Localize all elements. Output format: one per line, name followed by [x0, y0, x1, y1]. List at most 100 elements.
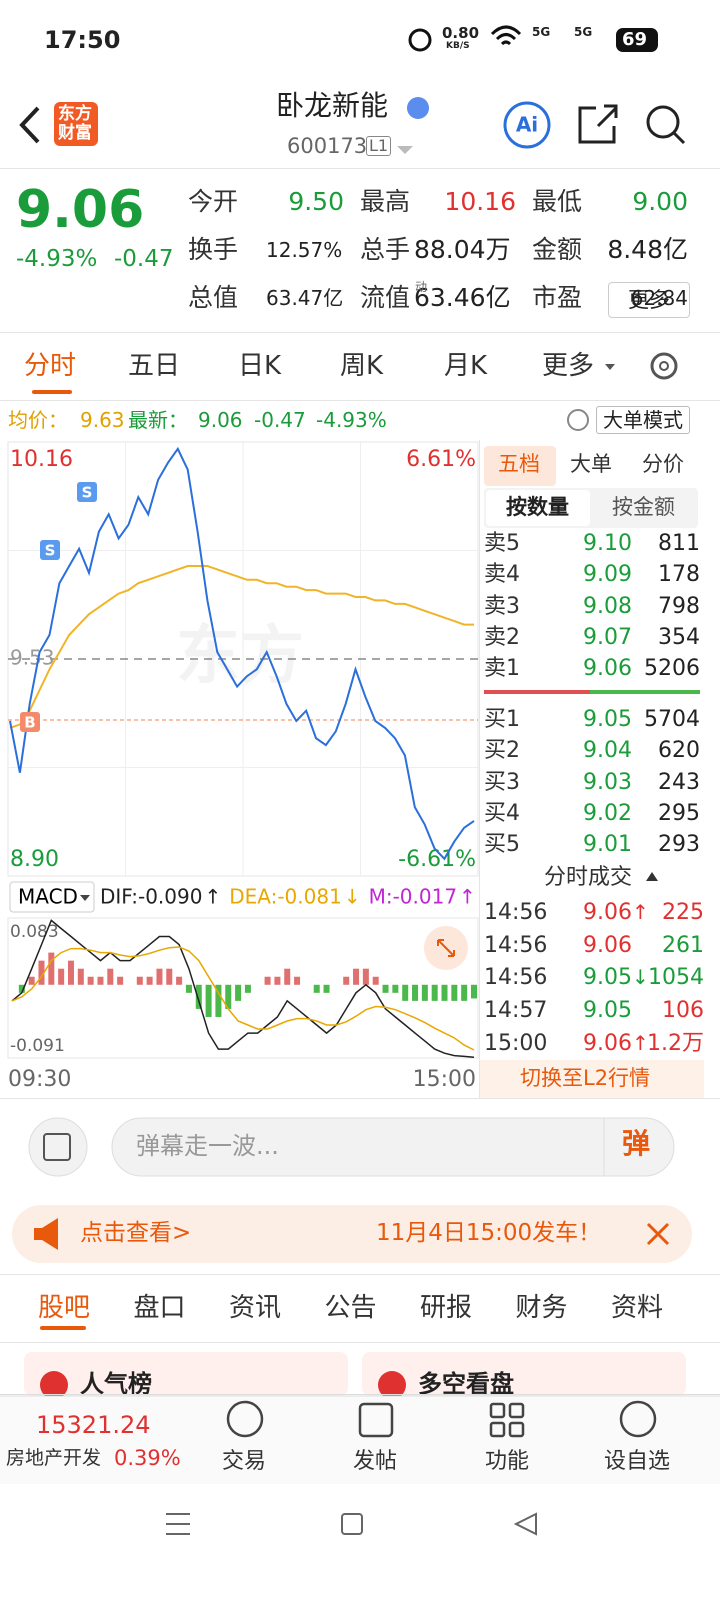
comment-placeholder[interactable]: 弹幕走一波...: [136, 1132, 279, 1160]
section-tab[interactable]: 股吧: [38, 1293, 91, 1323]
footer-button[interactable]: 设自选: [604, 1449, 671, 1474]
field-label: 金额: [532, 235, 583, 264]
macd-bar: [235, 984, 242, 1001]
func-icon: [489, 1421, 506, 1438]
footer-button[interactable]: 交易: [222, 1449, 267, 1474]
macd-bar: [195, 984, 202, 1009]
card-bg[interactable]: [362, 1352, 686, 1396]
change-pct: -4.93%: [16, 246, 98, 272]
macd-bar: [372, 976, 379, 985]
macd-line: [11, 946, 475, 1051]
divider: [0, 400, 720, 401]
trade-price: 9.06: [583, 932, 632, 958]
card-title[interactable]: 人气榜: [80, 1370, 152, 1398]
book-volume: 620: [658, 738, 700, 764]
section-tab[interactable]: 公告: [324, 1293, 377, 1323]
macd-bar: [146, 976, 153, 985]
help-icon[interactable]: [567, 409, 589, 431]
nav-back[interactable]: [513, 1512, 537, 1536]
big-order-mode[interactable]: 大单模式: [596, 406, 690, 434]
banner-bg[interactable]: [12, 1205, 692, 1263]
mode-active[interactable]: [486, 490, 590, 526]
macd-legend: DIF:-0.090: [100, 885, 202, 909]
period-tab[interactable]: 五日: [128, 351, 181, 381]
macd-bar: [18, 984, 25, 993]
comment-settings[interactable]: [28, 1117, 88, 1177]
trade-volume: 106: [662, 998, 704, 1024]
macd-bar: [77, 968, 84, 985]
change: -0.47: [114, 246, 174, 272]
section-tab[interactable]: 研报: [420, 1293, 473, 1323]
banner-right[interactable]: 11月4日15:00发车！: [376, 1220, 602, 1246]
macd-legend-arrow: ↓: [344, 885, 361, 909]
macd-bar: [353, 968, 360, 985]
card-title[interactable]: 多空看盘: [418, 1370, 514, 1398]
section-tab[interactable]: 资料: [611, 1293, 664, 1323]
sector-pct: 0.39%: [114, 1446, 181, 1470]
nav-home[interactable]: [341, 1513, 363, 1535]
book-mode[interactable]: 按数量: [506, 495, 569, 519]
more-button[interactable]: 更多: [608, 282, 690, 318]
period-tab[interactable]: 日K: [238, 351, 282, 381]
section-tab[interactable]: 盘口: [133, 1293, 186, 1323]
y-tick-label: -0.091: [10, 1036, 65, 1056]
switch-l2[interactable]: 切换至L2行情: [520, 1066, 651, 1090]
last-change: -0.47: [254, 408, 306, 432]
period-tab[interactable]: 更多: [542, 351, 595, 381]
macd-bar: [205, 984, 212, 1017]
nav-menu[interactable]: [166, 1513, 190, 1535]
search-button[interactable]: [646, 105, 680, 139]
network-type: 5G: [532, 25, 551, 39]
book-mode[interactable]: 按金额: [612, 495, 675, 519]
wifi-icon: [490, 25, 522, 46]
book-tab-active[interactable]: [484, 446, 556, 486]
index-value[interactable]: 15321.24: [36, 1411, 151, 1439]
period-tab[interactable]: 月K: [444, 351, 488, 381]
book-label: 卖5: [484, 531, 520, 556]
trade-icon: [226, 1400, 264, 1438]
trade-marker-label: S: [82, 484, 93, 502]
period-tab[interactable]: 周K: [340, 351, 384, 381]
avg-label: 均价：: [8, 408, 68, 432]
footer-button[interactable]: 发帖: [353, 1449, 398, 1474]
section-tab[interactable]: 资讯: [229, 1293, 282, 1323]
field-label: 流值: [360, 283, 411, 312]
share-button[interactable]: [578, 104, 618, 144]
macd-bar: [294, 976, 301, 985]
comment-input[interactable]: [111, 1117, 675, 1177]
book-price: 9.09: [583, 562, 632, 588]
trade-volume: 1054: [648, 965, 704, 991]
switch-bg[interactable]: [480, 1060, 704, 1098]
book-tab[interactable]: 大单: [570, 452, 612, 476]
macd-bar: [136, 976, 143, 985]
trade-marker-label: B: [24, 714, 35, 732]
code-dropdown[interactable]: [397, 146, 413, 154]
y2-tick-label: 6.61%: [406, 447, 476, 472]
book-tab[interactable]: 五档: [498, 452, 540, 476]
field-value: 10.16: [444, 187, 516, 216]
net-unit: KB/S: [446, 41, 470, 51]
book-volume: 5206: [644, 656, 700, 682]
book-tab[interactable]: 分价: [642, 452, 684, 476]
footer-button[interactable]: 功能: [485, 1449, 530, 1474]
settings-button[interactable]: [650, 352, 678, 380]
ai-button[interactable]: [503, 101, 551, 149]
macd-bar: [461, 984, 468, 1001]
back-button[interactable]: [19, 106, 40, 144]
ai-label: Ai: [516, 113, 538, 137]
card-bg[interactable]: [24, 1352, 348, 1396]
book-label: 买1: [484, 707, 520, 732]
price-line: [9, 446, 475, 861]
banner-close[interactable]: [646, 1222, 670, 1246]
macd-bar: [244, 984, 251, 993]
period-tab[interactable]: 分时: [24, 351, 77, 381]
macd-bar: [156, 968, 163, 985]
sector-name: 房地产开发: [6, 1447, 102, 1469]
book-price: 9.07: [583, 624, 632, 650]
danmu-button[interactable]: 弹: [622, 1127, 651, 1160]
megaphone-icon: [34, 1218, 58, 1250]
section-tab[interactable]: 财务: [515, 1293, 568, 1323]
banner-left[interactable]: 点击查看>: [80, 1220, 192, 1246]
field-label: 今开: [188, 187, 239, 216]
y-tick-label: 10.16: [10, 447, 73, 472]
